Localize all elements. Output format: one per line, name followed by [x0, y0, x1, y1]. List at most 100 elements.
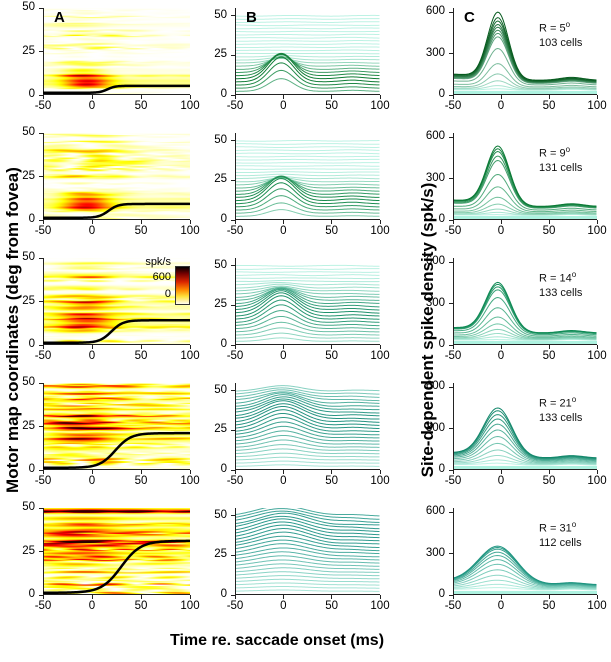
x-tick-mark [596, 95, 598, 99]
panel-letter-c: C [464, 9, 475, 26]
y-tick-mark [231, 54, 235, 56]
x-tick-label: 0 [497, 100, 505, 112]
x-tick-label: 50 [542, 350, 556, 362]
x-tick-label: 0 [280, 600, 287, 612]
panel-a-row3: 0 25 50 -50 0 50 100 spk/s 600 0 [22, 251, 199, 362]
x-tick-mark [596, 470, 598, 474]
x-tick-mark [91, 345, 93, 349]
x-tick-label: 0 [497, 600, 505, 612]
x-tick-label: 100 [587, 475, 607, 487]
x-tick-label: 50 [325, 100, 339, 112]
y-tick-label: 0 [28, 338, 35, 350]
x-tick-mark [379, 345, 381, 349]
degree-symbol: o [565, 20, 571, 29]
x-tick-label: -50 [34, 600, 52, 612]
y-tick-label: 50 [214, 383, 227, 396]
x-tick-mark [42, 95, 44, 99]
x-tick-label: -50 [34, 350, 52, 362]
x-tick-mark [548, 345, 550, 349]
x-tick-label: 50 [134, 100, 148, 112]
x-tick-mark [189, 345, 191, 349]
panel-c-row1: 0 300 600 -50 0 50 100 C R = 5o 103 cells [426, 5, 607, 112]
x-tick-label: 100 [370, 225, 390, 237]
x-tick-mark [234, 345, 236, 349]
y-tick-label: 0 [220, 588, 227, 600]
y-tick-label: 0 [28, 88, 35, 100]
x-tick-mark [548, 95, 550, 99]
x-tick-mark [596, 345, 598, 349]
x-tick-mark [548, 595, 550, 599]
r-value: R = 31 [539, 522, 572, 535]
x-tick-mark [379, 595, 381, 599]
y-tick-mark [39, 469, 43, 471]
x-tick-label: 0 [88, 225, 96, 237]
x-tick-mark [452, 345, 454, 349]
x-tick-mark [140, 345, 142, 349]
y-tick-label: 0 [28, 463, 35, 475]
panel-a-row1: 0 25 50 -50 0 50 100 A [22, 1, 199, 112]
y-tick-label: 300 [425, 171, 445, 184]
y-tick-label: 600 [425, 505, 445, 518]
x-tick-mark [282, 345, 284, 349]
x-tick-mark [91, 595, 93, 599]
line-plot-canvas-row3 [235, 258, 380, 345]
y-tick-mark [39, 594, 43, 596]
heatmap-canvas-row1 [43, 8, 190, 95]
panel-b-row5: 0 25 50 -50 0 50 100 [214, 508, 390, 612]
x-tick-label: 50 [134, 600, 148, 612]
x-tick-mark [596, 595, 598, 599]
y-tick-label: 300 [425, 421, 445, 434]
y-tick-label: 50 [22, 501, 35, 513]
x-tick-mark [331, 470, 333, 474]
cells-label: 103 cells [539, 36, 583, 49]
x-tick-label: -50 [226, 475, 244, 487]
x-tick-mark [548, 470, 550, 474]
y-tick-label: 25 [214, 298, 227, 311]
x-tick-mark [452, 220, 454, 224]
x-tick-mark [500, 95, 502, 99]
y-tick-label: 0 [220, 213, 227, 225]
y-tick-label: 25 [214, 548, 227, 561]
x-tick-label: 100 [180, 600, 200, 612]
y-tick-mark [449, 219, 453, 221]
y-tick-label: 0 [438, 463, 445, 475]
y-tick-label: 600 [425, 130, 445, 143]
colorbar-tick-0: 0 [164, 288, 171, 300]
degree-symbol: o [571, 395, 577, 404]
r-value: R = 21 [539, 397, 572, 410]
x-tick-label: -50 [226, 350, 244, 362]
x-tick-mark [331, 595, 333, 599]
x-tick-mark [234, 595, 236, 599]
y-tick-mark [449, 511, 453, 513]
y-tick-mark [449, 344, 453, 346]
y-tick-label: 0 [220, 463, 227, 475]
x-tick-label: -50 [444, 100, 462, 112]
y-tick-mark [231, 94, 235, 96]
x-tick-mark [500, 470, 502, 474]
y-tick-mark [449, 553, 453, 555]
y-tick-label: 50 [214, 508, 227, 521]
x-tick-label: 0 [280, 350, 287, 362]
y-tick-mark [449, 594, 453, 596]
panel-c-row2: 0 300 600 -50 0 50 100 R = 9o 131 cells [426, 130, 607, 237]
r-annotation-row4: R = 21o 133 cells [539, 393, 582, 425]
y-tick-label: 50 [22, 1, 35, 13]
y-tick-mark [39, 219, 43, 221]
x-tick-label: 100 [180, 100, 200, 112]
y-tick-label: 0 [438, 88, 445, 100]
line-plot-canvas-row2 [453, 133, 597, 220]
panel-b-row3: 0 25 50 -50 0 50 100 [214, 258, 390, 362]
y-tick-label: 0 [28, 213, 35, 225]
x-tick-label: -50 [444, 350, 462, 362]
x-tick-label: 0 [88, 600, 96, 612]
x-tick-mark [379, 470, 381, 474]
y-tick-label: 25 [214, 48, 227, 61]
colorbar-tick-600: 600 [152, 271, 171, 283]
x-tick-label: 50 [134, 475, 148, 487]
x-tick-mark [140, 220, 142, 224]
y-tick-mark [231, 594, 235, 596]
r-label: R = 14o [539, 268, 582, 286]
y-tick-mark [449, 303, 453, 305]
x-tick-label: 100 [180, 475, 200, 487]
y-tick-label: 600 [425, 5, 445, 18]
